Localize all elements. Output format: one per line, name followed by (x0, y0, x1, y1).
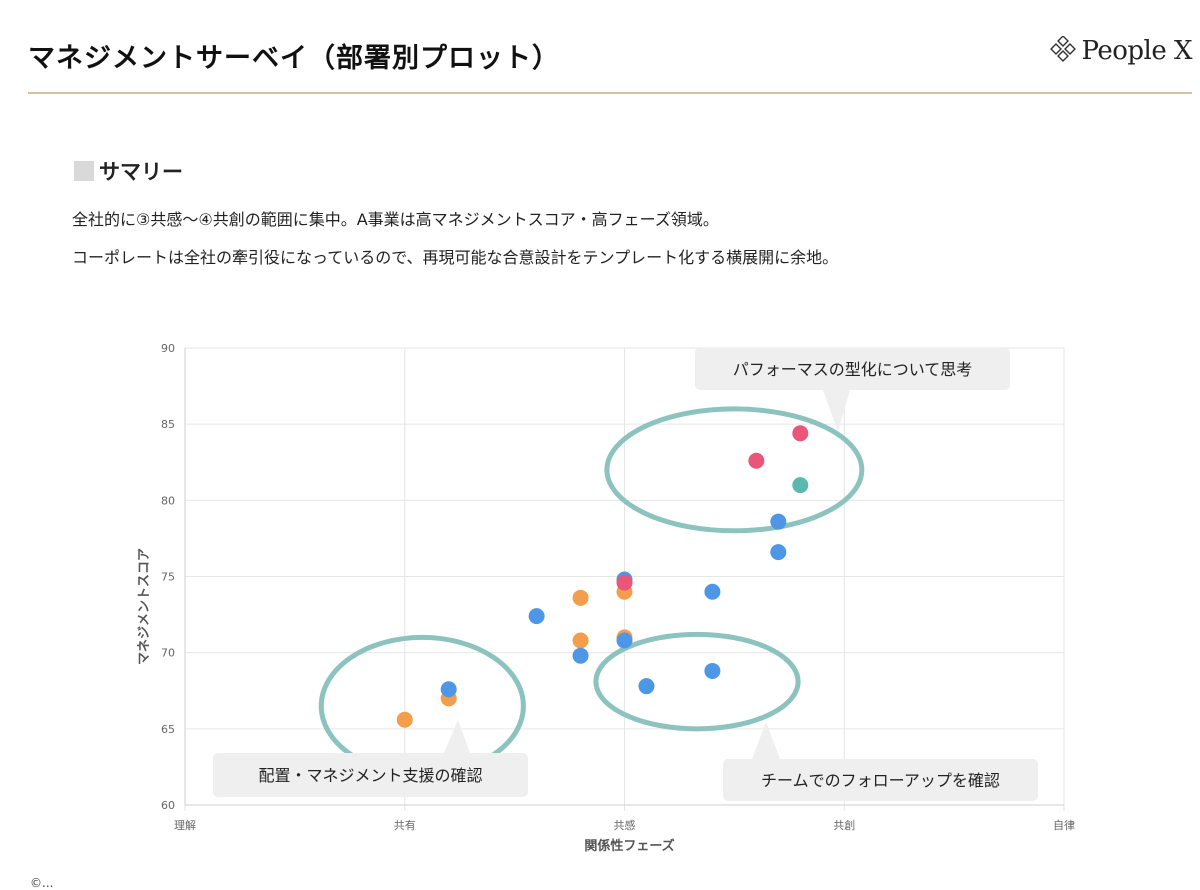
data-point (572, 589, 589, 606)
summary-line-1: 全社的に③共感〜④共創の範囲に集中。A事業は高マネジメントスコア・高フェーズ領域… (72, 210, 719, 229)
y-tick-label: 65 (161, 723, 175, 736)
callout-text: パフォーマスの型化について思考 (733, 360, 973, 379)
data-point (792, 425, 809, 442)
data-point (396, 711, 413, 728)
x-tick-label: 共感 (614, 819, 636, 832)
data-point (704, 662, 721, 679)
brand-logo: People X (1049, 35, 1193, 66)
callout-box (213, 753, 528, 797)
data-point (704, 583, 721, 600)
x-tick-label: 自律 (1053, 819, 1075, 832)
summary-heading: サマリー (74, 156, 183, 186)
annotation-ellipse (604, 406, 865, 534)
callout-box (723, 759, 1038, 801)
brand-name: People X (1081, 36, 1193, 66)
data-point (792, 477, 809, 494)
y-tick-label: 70 (161, 647, 175, 660)
x-tick-label: 共創 (833, 818, 855, 832)
footer-text: ©... (30, 876, 54, 890)
x-tick-label: 理解 (174, 818, 196, 832)
callout-tail (823, 390, 850, 432)
data-point (770, 544, 787, 561)
data-points (396, 425, 809, 728)
y-tick-label: 75 (161, 571, 175, 584)
page-title: マネジメントサーベイ（部署別プロット） (28, 43, 560, 74)
annotation-ellipse (593, 631, 801, 732)
callout-text: 配置・マネジメント支援の確認 (258, 766, 482, 785)
data-point (638, 678, 655, 695)
callout-text: チームでのフォローアップを確認 (761, 771, 1000, 790)
y-axis-title: マネジメントスコア (137, 548, 152, 665)
header-divider (28, 92, 1192, 94)
data-point (616, 574, 633, 591)
data-point (572, 647, 589, 664)
summary-heading-label: サマリー (99, 160, 183, 184)
annotation-ellipses (318, 406, 865, 778)
x-axis-title: 関係性フェーズ (584, 838, 674, 854)
y-tick-label: 85 (161, 418, 175, 431)
data-point (616, 632, 633, 649)
y-tick-label: 60 (161, 799, 175, 812)
y-tick-label: 90 (161, 342, 175, 355)
callout-tail (752, 722, 780, 759)
y-tick-label: 80 (161, 494, 175, 507)
summary-line-2: コーポレートは全社の牽引役になっているので、再現可能な合意設計をテンプレート化す… (72, 248, 839, 267)
data-point (528, 608, 545, 625)
callout-box (695, 348, 1010, 390)
section-marker-icon (74, 161, 94, 181)
data-point (770, 513, 787, 530)
x-tick-label: 共有 (394, 818, 416, 832)
diamond-logo-icon (1049, 35, 1076, 66)
data-point (440, 681, 457, 698)
data-point (572, 632, 589, 649)
data-point (748, 452, 765, 469)
callout-tail (444, 720, 470, 753)
